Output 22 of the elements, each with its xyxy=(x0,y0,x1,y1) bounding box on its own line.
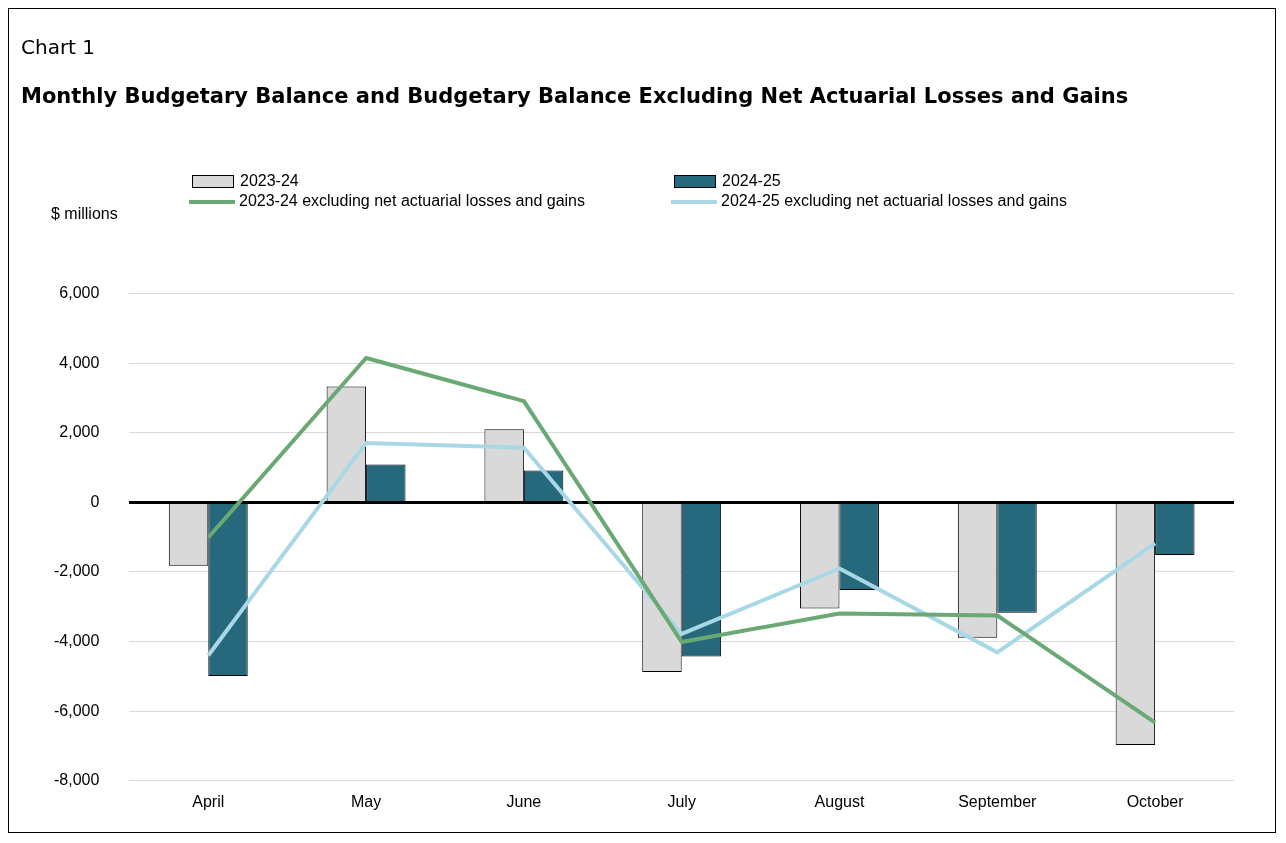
y-tick-label: -6,000 xyxy=(53,701,100,719)
legend-label: 2023-24 excluding net actuarial losses and gains xyxy=(239,192,586,209)
legend-label: 2024-25 xyxy=(722,172,781,189)
y-axis-title: $ millions xyxy=(51,205,118,223)
chart-title: Monthly Budgetary Balance and Budgetary Balance Excluding Net Actuarial Losses and Gains xyxy=(21,84,1129,108)
y-tick-label: -4,000 xyxy=(53,632,100,650)
y-tick-label: 4,000 xyxy=(59,353,100,371)
legend-label: 2024-25 excluding net actuarial losses and gains xyxy=(721,192,1068,209)
y-tick-label: 2,000 xyxy=(59,423,100,441)
caption: Chart 1 xyxy=(21,35,96,59)
y-tick-label: 6,000 xyxy=(59,284,100,302)
y-tick-label: 0 xyxy=(90,492,100,510)
x-tick-label: July xyxy=(667,792,696,810)
x-tick-label: September xyxy=(958,792,1038,810)
legend-label: 2023-24 xyxy=(240,172,299,189)
x-tick-label: May xyxy=(350,792,382,810)
x-tick-label: April xyxy=(192,792,225,810)
y-tick-label: -2,000 xyxy=(53,562,100,580)
x-tick-label: October xyxy=(1126,792,1185,810)
x-tick-label: June xyxy=(506,792,542,810)
x-tick-label: August xyxy=(814,792,865,810)
y-tick-label: -8,000 xyxy=(53,771,100,789)
